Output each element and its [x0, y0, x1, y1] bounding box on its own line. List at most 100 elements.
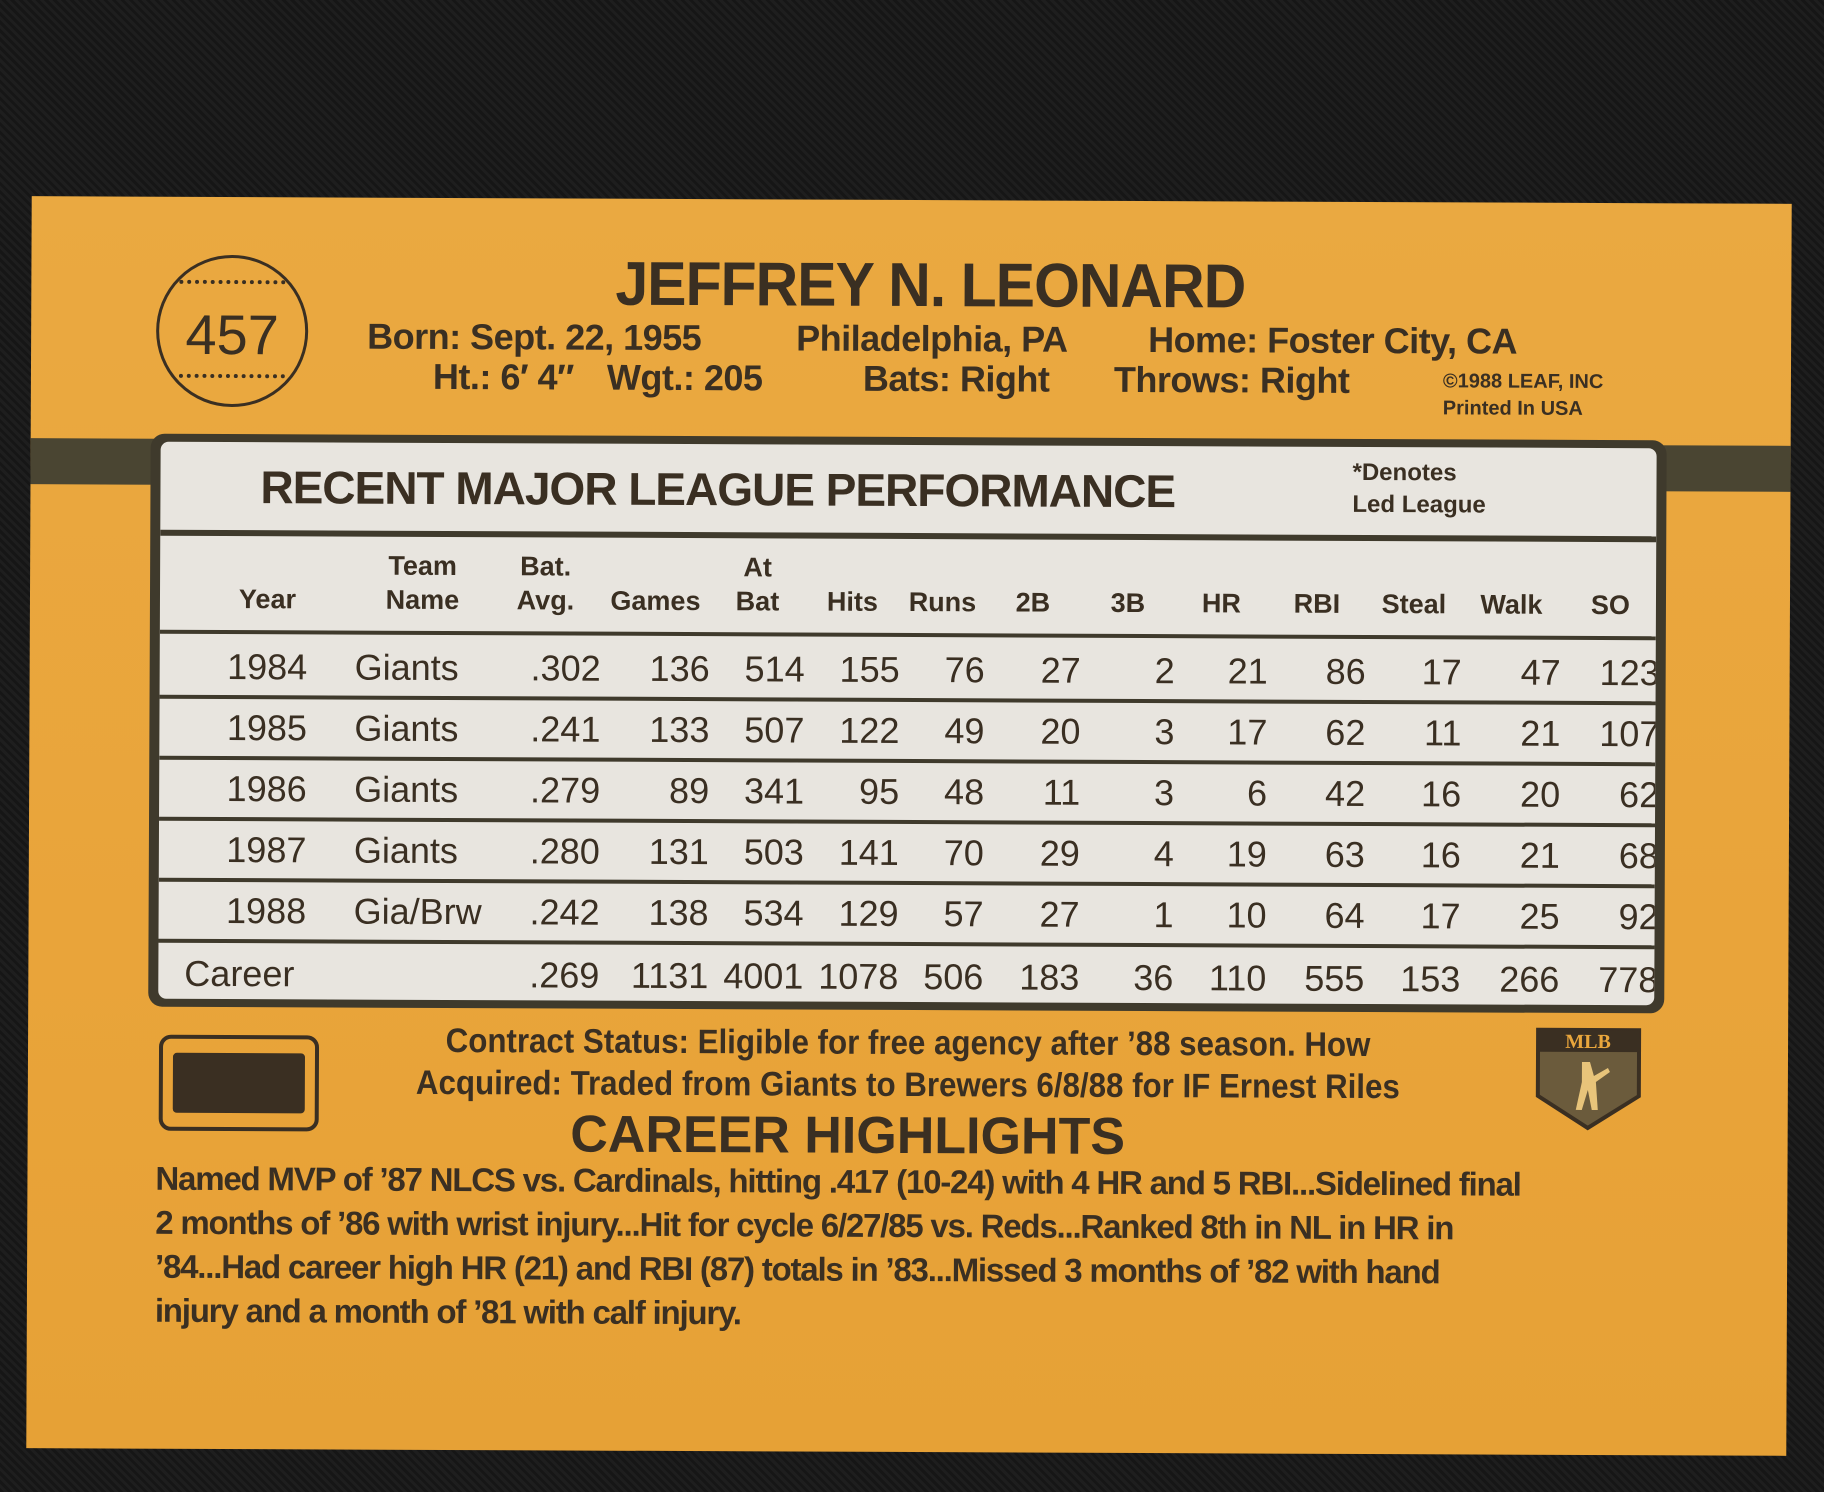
highlight-line: injury and a month of ’81 with calf inju…	[154, 1291, 741, 1332]
stats-title: RECENT MAJOR LEAGUE PERFORMANCE	[260, 461, 1176, 518]
cell-team: Gia/Brw	[353, 890, 482, 932]
career-highlights-text: Named MVP of ’87 NLCS vs. Cardinals, hit…	[155, 1157, 1676, 1340]
cell-walk: 25	[1519, 895, 1560, 937]
cell-at-bat: 534	[743, 891, 804, 934]
cell-walk: 20	[1520, 773, 1561, 815]
table-row: 1987 Giants .280 131 503 141 70 29 4 19 63 16 21 68	[158, 820, 1657, 889]
cell-hr: 110	[1208, 956, 1267, 999]
cell-3b: 3	[1154, 710, 1175, 752]
home: Home: Foster City, CA	[1148, 319, 1518, 362]
cell-3b: 2	[1154, 649, 1175, 691]
table-row: 1985 Giants .241 133 507 122 49 20 3 17 62 11 21 107	[159, 698, 1657, 767]
cell-games: 1131	[630, 954, 709, 996]
table-row: 1984 Giants .302 136 514 155 76 27 2 21 86 17 47 123	[159, 637, 1657, 706]
cell-year: 1986	[226, 767, 307, 809]
cell-runs: 48	[944, 770, 985, 812]
stats-header-row: Year Team Name Bat. Avg. Games At Bat Hi…	[159, 535, 1657, 641]
cell-team: Giants	[353, 829, 459, 871]
cell-walk: 21	[1519, 834, 1560, 876]
contract-line: Contract Status: Eligible for free agenc…	[445, 1021, 1371, 1065]
cell-games: 138	[648, 891, 709, 933]
cell-hits: 1078	[818, 955, 899, 997]
cell-3b: 4	[1153, 832, 1174, 874]
cell-hits: 141	[838, 831, 899, 873]
cell-rbi: 62	[1325, 711, 1366, 753]
cell-rbi: 64	[1324, 894, 1365, 936]
cell-so: 778	[1598, 958, 1657, 1000]
cell-team: Giants	[354, 646, 459, 688]
contract-status: Contract Status: Eligible for free agenc…	[98, 1018, 1718, 1109]
cell-runs: 76	[944, 648, 985, 690]
cell-so: 68	[1618, 834, 1657, 876]
note-line: Led League	[1352, 490, 1486, 519]
cell-at-bat: 503	[743, 830, 804, 873]
cell-at-bat: 341	[743, 769, 805, 812]
cell-runs: 506	[923, 955, 984, 997]
cell-avg: .302	[530, 646, 601, 689]
cell-avg: .241	[530, 707, 601, 750]
cell-rbi: 555	[1304, 957, 1365, 999]
header-hits: Hits	[826, 586, 879, 617]
cell-games: 131	[648, 830, 709, 872]
table-row: 1986 Giants .279 89 341 95 48 11 3 6 42 16 20 62	[159, 759, 1657, 828]
cell-team: Giants	[354, 707, 459, 749]
header-rbi: RBI	[1293, 588, 1341, 619]
player-name: JEFFREY N. LEONARD	[615, 249, 1246, 322]
cell-avg: .242	[529, 890, 600, 933]
cell-rbi: 86	[1325, 650, 1366, 692]
cell-rbi: 63	[1324, 833, 1365, 875]
weight: Wgt.: 205	[606, 356, 763, 399]
mlb-players-shield-logo: MLB	[1535, 1027, 1642, 1131]
cell-hits: 122	[839, 709, 900, 751]
header-steal: Steal	[1381, 589, 1447, 620]
cell-walk: 266	[1499, 958, 1560, 1000]
birthplace: Philadelphia, PA	[796, 317, 1068, 360]
header-at-bat: At Bat	[735, 552, 780, 617]
stats-box: RECENT MAJOR LEAGUE PERFORMANCE *Denotes…	[148, 433, 1667, 1014]
cell-2b: 20	[1040, 710, 1081, 752]
header-team: Team Name	[385, 550, 460, 616]
cell-3b: 3	[1154, 771, 1175, 813]
header-runs: Runs	[908, 586, 977, 618]
cell-year: 1985	[226, 706, 308, 748]
cell-2b: 11	[1042, 771, 1081, 813]
seam-bottom	[178, 373, 285, 389]
cell-games: 136	[649, 647, 710, 689]
led-league-note: *Denotes Led League	[1352, 457, 1486, 522]
cell-hr: 19	[1226, 832, 1267, 875]
cell-year: 1987	[226, 828, 307, 870]
cell-games: 89	[669, 769, 710, 811]
height: Ht.: 6′ 4″	[432, 355, 574, 398]
cell-walk: 47	[1520, 651, 1561, 693]
cell-at-bat: 4001	[723, 954, 804, 997]
cell-steal: 16	[1421, 772, 1462, 814]
cell-runs: 70	[943, 831, 984, 873]
cell-runs: 49	[944, 709, 985, 751]
printed-text: Printed In USA	[1442, 397, 1583, 420]
cell-so: 107	[1599, 712, 1657, 754]
cell-hits: 155	[839, 648, 900, 690]
born: Born: Sept. 22, 1955	[367, 315, 702, 359]
cell-year: 1984	[227, 645, 308, 687]
career-row: Career .269 1131 4001 1078 506 183 36 110 555 153 2…	[158, 943, 1657, 1006]
cell-hr: 17	[1227, 710, 1268, 753]
cell-steal: 17	[1420, 894, 1461, 936]
cell-steal: 16	[1420, 833, 1461, 875]
cell-steal: 11	[1423, 711, 1462, 753]
cell-avg: .280	[529, 829, 600, 872]
cell-rbi: 42	[1325, 772, 1366, 814]
cell-hits: 129	[838, 892, 899, 934]
cell-walk: 21	[1520, 712, 1561, 754]
cell-avg: .269	[529, 953, 600, 996]
cell-so: 62	[1619, 773, 1657, 815]
note-line: *Denotes	[1352, 458, 1457, 487]
baseball-card-back: 4 57 JEFFREY N. LEONARD Born: Sept. 22, 1…	[26, 196, 1792, 1456]
throws: Throws: Right	[1113, 358, 1350, 401]
mlb-logo-text: MLB	[1565, 1031, 1611, 1053]
cell-runs: 57	[943, 892, 984, 934]
cell-so: 123	[1599, 651, 1657, 693]
stats-title-bar: RECENT MAJOR LEAGUE PERFORMANCE *Denotes…	[160, 441, 1657, 543]
cell-2b: 27	[1040, 649, 1081, 691]
header-walk: Walk	[1480, 589, 1543, 620]
cell-at-bat: 514	[744, 647, 805, 690]
